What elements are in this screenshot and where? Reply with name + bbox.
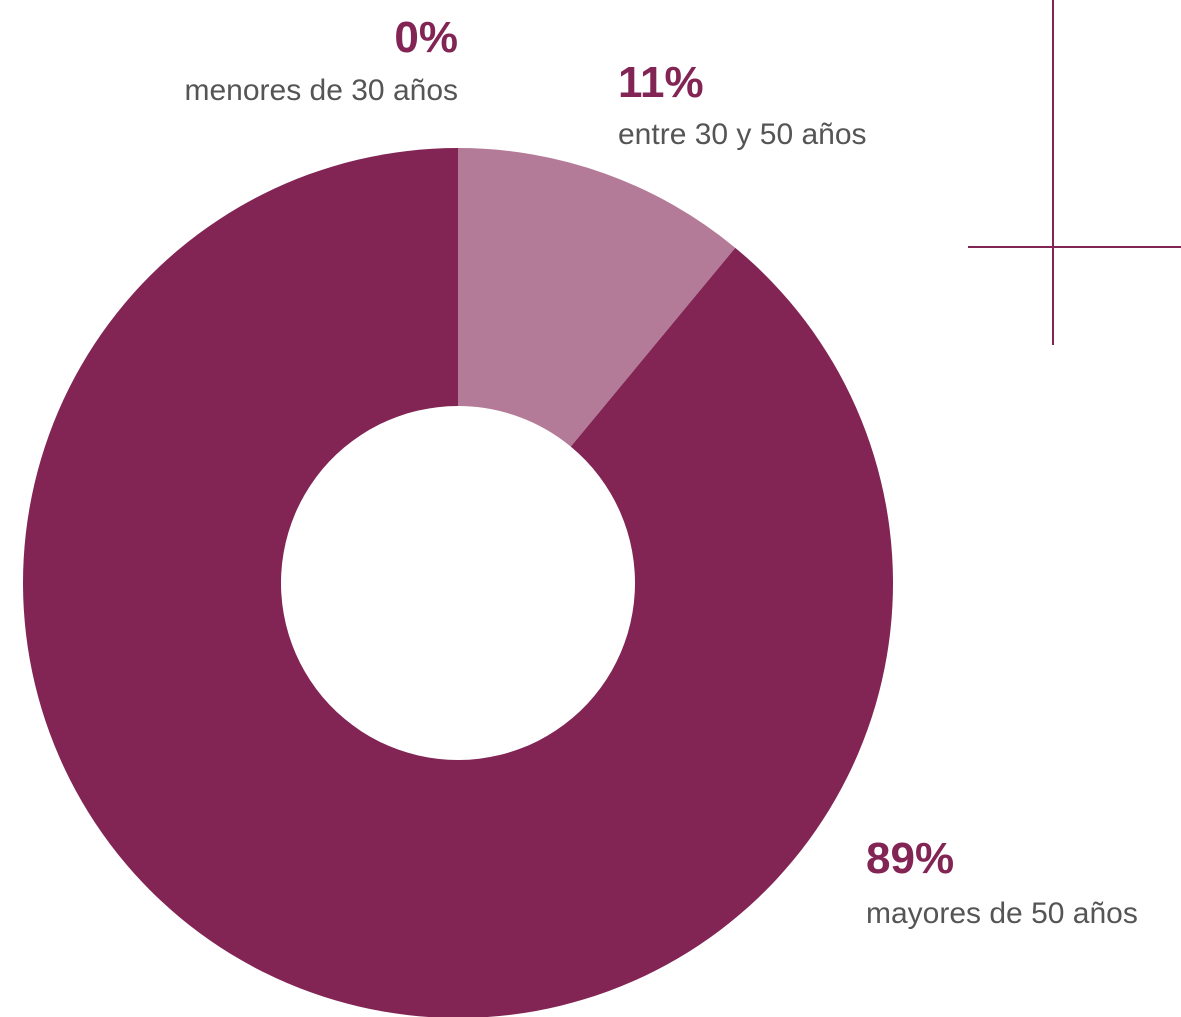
category-label: menores de 30 años — [184, 74, 458, 107]
donut-slice — [23, 148, 893, 1017]
value-label: 89% — [866, 834, 954, 883]
value-label: 11% — [618, 58, 704, 107]
category-label: entre 30 y 50 años — [618, 118, 867, 151]
value-label: 0% — [394, 13, 458, 62]
donut-slice — [458, 148, 736, 447]
category-label: mayores de 50 años — [866, 897, 1138, 930]
